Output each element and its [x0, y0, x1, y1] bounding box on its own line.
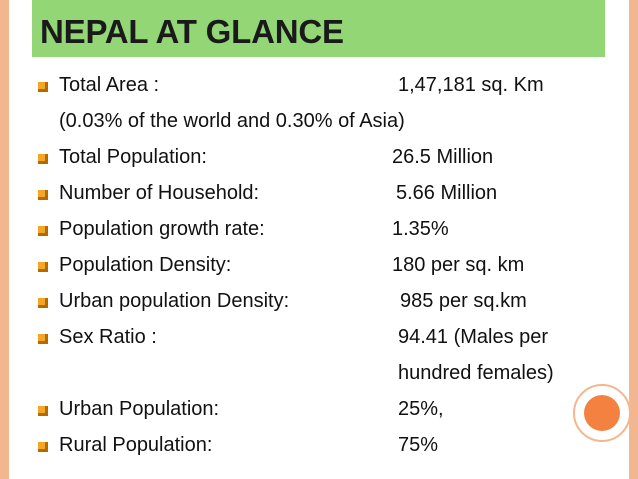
rural-population-label: Rural Population:: [59, 434, 213, 456]
checkbox-bullet-icon: [38, 82, 48, 92]
population-density-value: 180 per sq. km: [392, 254, 525, 276]
households-label: Number of Household:: [59, 182, 260, 204]
total-area-label: Total Area :: [59, 74, 160, 96]
total-population-label: Total Population:: [59, 146, 207, 168]
growth-rate-value: 1.35%: [392, 218, 449, 240]
checkbox-bullet-icon: [38, 154, 48, 164]
sex-ratio-value: 94.41 (Males per: [398, 326, 549, 348]
sex-ratio-label: Sex Ratio :: [59, 326, 157, 348]
sex-ratio-value-line2: hundred females): [398, 362, 554, 384]
checkbox-bullet-icon: [38, 226, 48, 236]
title-bar: [32, 0, 605, 57]
checkbox-bullet-icon: [38, 262, 48, 272]
checkbox-bullet-icon: [38, 442, 48, 452]
urban-population-label: Urban Population:: [59, 398, 220, 420]
total-area-value: 1,47,181 sq. Km: [398, 74, 544, 96]
urban-population-value: 25%,: [398, 398, 444, 420]
page-title: NEPAL AT GLANCE: [40, 13, 344, 50]
growth-rate-label: Population growth rate:: [59, 218, 265, 240]
checkbox-bullet-icon: [38, 298, 48, 308]
checkbox-bullet-icon: [38, 190, 48, 200]
urban-density-label: Urban population Density:: [59, 290, 290, 312]
right-border: [629, 0, 638, 479]
checkbox-bullet-icon: [38, 334, 48, 344]
urban-density-value: 985 per sq.km: [400, 290, 527, 312]
population-density-label: Population Density:: [59, 254, 232, 276]
total-area-note: (0.03% of the world and 0.30% of Asia): [59, 110, 405, 132]
decorative-circle: [584, 395, 620, 431]
total-population-value: 26.5 Million: [392, 146, 494, 168]
households-value: 5.66 Million: [396, 182, 498, 204]
checkbox-bullet-icon: [38, 406, 48, 416]
rural-population-value: 75%: [398, 434, 439, 456]
left-border: [0, 0, 9, 479]
